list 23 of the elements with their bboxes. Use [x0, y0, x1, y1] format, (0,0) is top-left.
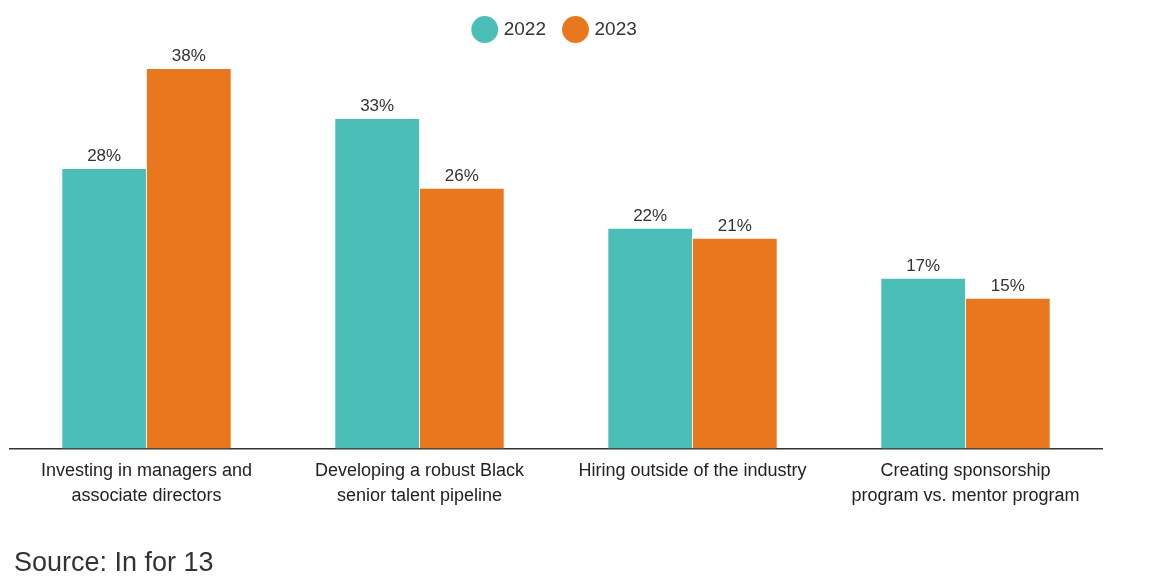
data-label: 22% [633, 206, 668, 226]
bar [965, 298, 1050, 449]
bar [335, 118, 420, 449]
bar [146, 68, 231, 449]
data-label: 17% [906, 255, 941, 275]
bar [419, 188, 504, 449]
legend-label: 2022 [503, 17, 547, 39]
data-label: 26% [444, 166, 479, 186]
x-tick-label: Developing a robust Black senior talent pipeline [314, 460, 526, 506]
data-label: 21% [717, 216, 752, 235]
bar [608, 228, 693, 449]
bar [62, 168, 147, 449]
data-label: 33% [360, 96, 395, 116]
x-tick-label: Hiring outside of the industry [578, 460, 807, 481]
bar [692, 238, 777, 449]
data-label: 28% [87, 146, 122, 166]
x-tick-label: Investing in managers and associate directors [40, 460, 253, 506]
bar [881, 278, 966, 449]
source-note: Source: In for 13 [14, 547, 214, 577]
data-label: 15% [990, 275, 1025, 295]
data-label: 38% [171, 46, 206, 66]
legend-label: 2023 [594, 17, 637, 39]
x-tick-label: Creating sponsorship program vs. mentor program [851, 460, 1080, 506]
